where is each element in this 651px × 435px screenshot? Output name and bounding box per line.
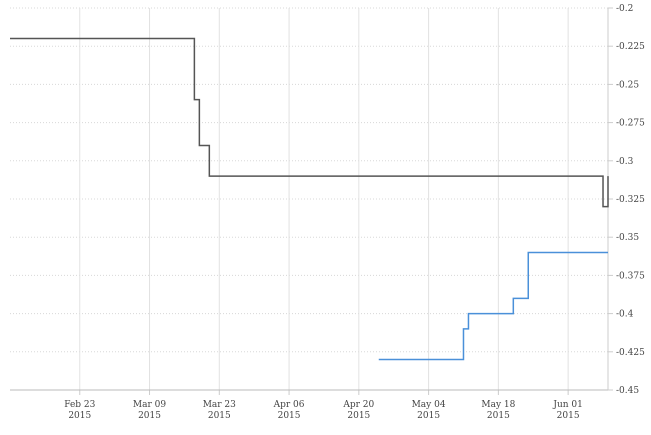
x-tick-label: Apr 06 2015 bbox=[273, 400, 305, 421]
y-tick-label: -0.35 bbox=[616, 233, 639, 243]
x-tick-label: May 18 2015 bbox=[481, 400, 515, 421]
y-tick-label: -0.325 bbox=[616, 195, 645, 205]
x-tick-label: Feb 23 2015 bbox=[64, 400, 95, 421]
y-tick-label: -0.45 bbox=[616, 386, 639, 396]
y-tick-label: -0.225 bbox=[616, 42, 645, 52]
y-tick-label: -0.275 bbox=[616, 119, 645, 129]
y-tick-label: -0.375 bbox=[616, 271, 645, 281]
x-tick-label: Mar 09 2015 bbox=[133, 400, 166, 421]
x-tick-label: Jun 01 2015 bbox=[552, 400, 583, 421]
x-tick-label: Apr 20 2015 bbox=[342, 400, 374, 421]
x-tick-label: Mar 23 2015 bbox=[203, 400, 236, 421]
y-tick-label: -0.3 bbox=[616, 157, 634, 167]
y-tick-label: -0.4 bbox=[616, 310, 634, 320]
series-line bbox=[378, 251, 608, 361]
x-tick-label: May 04 2015 bbox=[412, 400, 446, 421]
y-tick-label: -0.425 bbox=[616, 348, 645, 358]
y-tick-label: -0.25 bbox=[616, 80, 639, 90]
series-line bbox=[10, 37, 609, 208]
y-tick-label: -0.2 bbox=[616, 4, 633, 14]
